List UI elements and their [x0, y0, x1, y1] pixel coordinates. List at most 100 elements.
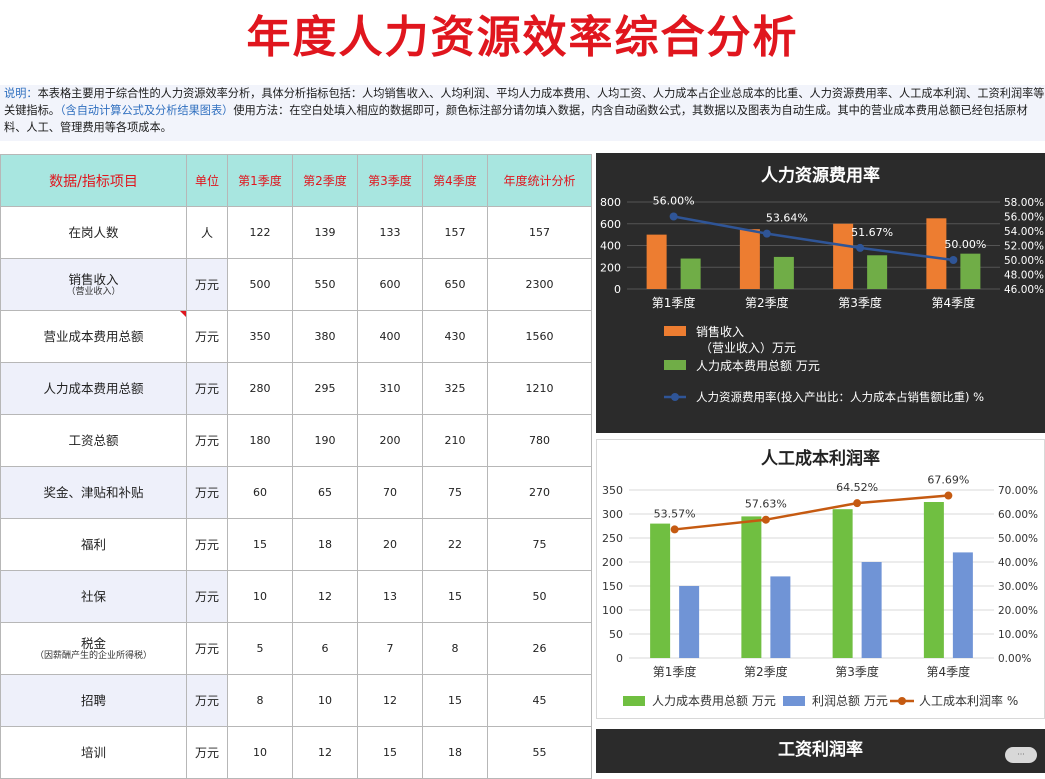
- value-cell-q3[interactable]: 15: [357, 726, 423, 779]
- value-cell-q4[interactable]: 15: [422, 570, 488, 623]
- rate-data-label: 53.57%: [654, 507, 696, 520]
- value-cell-q1[interactable]: 280: [227, 362, 293, 415]
- value-cell-q2[interactable]: 10: [292, 674, 358, 727]
- row-name-cell[interactable]: 销售收入 （营业收入）: [0, 258, 187, 311]
- unit-cell[interactable]: 万元: [186, 362, 228, 415]
- unit-cell[interactable]: 万元: [186, 258, 228, 311]
- value-cell-q4[interactable]: 18: [422, 726, 488, 779]
- value-cell-q2[interactable]: 12: [292, 726, 358, 779]
- row-name-cell[interactable]: 人力成本费用总额: [0, 362, 187, 415]
- unit-cell[interactable]: 万元: [186, 622, 228, 675]
- value-cell-total[interactable]: 45: [487, 674, 592, 727]
- legend-swatch-3-dot: [671, 393, 679, 401]
- table-row: 营业成本费用总额 万元 350 380 400 430 1560: [0, 310, 592, 363]
- value-cell-q4[interactable]: 157: [422, 206, 488, 259]
- value-cell-total[interactable]: 157: [487, 206, 592, 259]
- y-left-tick-label: 400: [600, 240, 621, 253]
- value-cell-q2[interactable]: 550: [292, 258, 358, 311]
- value-cell-q1[interactable]: 122: [227, 206, 293, 259]
- rate-point: [670, 525, 679, 534]
- value-cell-q1[interactable]: 15: [227, 518, 293, 571]
- value-cell-q4[interactable]: 325: [422, 362, 488, 415]
- bar-2: [773, 256, 794, 289]
- value-cell-q2[interactable]: 380: [292, 310, 358, 363]
- value-cell-q2[interactable]: 6: [292, 622, 358, 675]
- unit-cell[interactable]: 万元: [186, 726, 228, 779]
- value-cell-q3[interactable]: 310: [357, 362, 423, 415]
- row-name-cell[interactable]: 社保: [0, 570, 187, 623]
- unit-cell[interactable]: 万元: [186, 466, 228, 519]
- value-cell-total[interactable]: 50: [487, 570, 592, 623]
- row-name-cell[interactable]: 奖金、津贴和补贴: [0, 466, 187, 519]
- value-cell-q3[interactable]: 12: [357, 674, 423, 727]
- legend-label-1-sub: （营业收入）万元: [700, 341, 796, 355]
- value-cell-q1[interactable]: 60: [227, 466, 293, 519]
- value-cell-q1[interactable]: 180: [227, 414, 293, 467]
- chart2-title: 人工成本利润率: [761, 449, 880, 469]
- value-cell-q1[interactable]: 10: [227, 726, 293, 779]
- row-name: 人力成本费用总额: [43, 381, 144, 396]
- row-name-cell[interactable]: 培训: [0, 726, 187, 779]
- bar-1: [646, 234, 667, 289]
- hr-data-table: 数据/指标项目 单位 第1季度 第2季度 第3季度 第4季度 年度统计分析 在岗…: [0, 154, 592, 779]
- value-cell-q4[interactable]: 210: [422, 414, 488, 467]
- value-cell-q4[interactable]: 650: [422, 258, 488, 311]
- bar-2: [680, 258, 701, 289]
- value-cell-q1[interactable]: 8: [227, 674, 293, 727]
- y-left-tick-label: 50: [609, 628, 623, 641]
- value-cell-total[interactable]: 26: [487, 622, 592, 675]
- value-cell-total[interactable]: 780: [487, 414, 592, 467]
- row-name-cell[interactable]: 税金 （因薪酬产生的企业所得税）: [0, 622, 187, 675]
- value-cell-total[interactable]: 55: [487, 726, 592, 779]
- unit-cell[interactable]: 人: [186, 206, 228, 259]
- y-right-tick-label: 40.00%: [998, 557, 1038, 569]
- value-cell-q1[interactable]: 5: [227, 622, 293, 675]
- bar-1: [923, 502, 944, 658]
- chart2-plot: 0 50 100 150 200 250 300 350 0.00% 10.00% 20.00% 30…: [602, 474, 1038, 708]
- value-cell-q3[interactable]: 20: [357, 518, 423, 571]
- value-cell-q1[interactable]: 500: [227, 258, 293, 311]
- value-cell-q2[interactable]: 190: [292, 414, 358, 467]
- unit-cell[interactable]: 万元: [186, 674, 228, 727]
- row-name-cell[interactable]: 工资总额: [0, 414, 187, 467]
- value-cell-q1[interactable]: 350: [227, 310, 293, 363]
- value-cell-q2[interactable]: 12: [292, 570, 358, 623]
- description-hint: （含自动计算公式及分析结果图表）: [59, 104, 234, 117]
- value-cell-q3[interactable]: 600: [357, 258, 423, 311]
- row-name-cell[interactable]: 在岗人数: [0, 206, 187, 259]
- value-cell-q3[interactable]: 400: [357, 310, 423, 363]
- value-cell-q2[interactable]: 139: [292, 206, 358, 259]
- legend-label-2: 人力成本费用总额 万元: [696, 359, 820, 373]
- value-cell-q1[interactable]: 10: [227, 570, 293, 623]
- value-cell-q2[interactable]: 18: [292, 518, 358, 571]
- value-cell-total[interactable]: 270: [487, 466, 592, 519]
- value-cell-total[interactable]: 75: [487, 518, 592, 571]
- value-cell-q3[interactable]: 200: [357, 414, 423, 467]
- value-cell-q4[interactable]: 8: [422, 622, 488, 675]
- rate-point: [761, 515, 770, 524]
- unit-cell[interactable]: 万元: [186, 414, 228, 467]
- value-cell-q2[interactable]: 65: [292, 466, 358, 519]
- row-name-cell[interactable]: 招聘: [0, 674, 187, 727]
- row-name: 培训: [80, 745, 106, 760]
- row-name-cell[interactable]: 福利: [0, 518, 187, 571]
- value-cell-total[interactable]: 1210: [487, 362, 592, 415]
- unit-cell[interactable]: 万元: [186, 310, 228, 363]
- row-name-cell[interactable]: 营业成本费用总额: [0, 310, 187, 363]
- x-category-label: 第2季度: [744, 664, 788, 679]
- value-cell-total[interactable]: 2300: [487, 258, 592, 311]
- unit-cell[interactable]: 万元: [186, 518, 228, 571]
- unit-cell[interactable]: 万元: [186, 570, 228, 623]
- value-cell-total[interactable]: 1560: [487, 310, 592, 363]
- value-cell-q4[interactable]: 430: [422, 310, 488, 363]
- value-cell-q4[interactable]: 22: [422, 518, 488, 571]
- legend-label-3: 人力资源费用率(投入产出比：人力成本占销售额比重) %: [696, 390, 984, 404]
- value-cell-q4[interactable]: 75: [422, 466, 488, 519]
- bar-1: [926, 218, 947, 289]
- value-cell-q3[interactable]: 70: [357, 466, 423, 519]
- value-cell-q2[interactable]: 295: [292, 362, 358, 415]
- value-cell-q4[interactable]: 15: [422, 674, 488, 727]
- value-cell-q3[interactable]: 13: [357, 570, 423, 623]
- value-cell-q3[interactable]: 133: [357, 206, 423, 259]
- value-cell-q3[interactable]: 7: [357, 622, 423, 675]
